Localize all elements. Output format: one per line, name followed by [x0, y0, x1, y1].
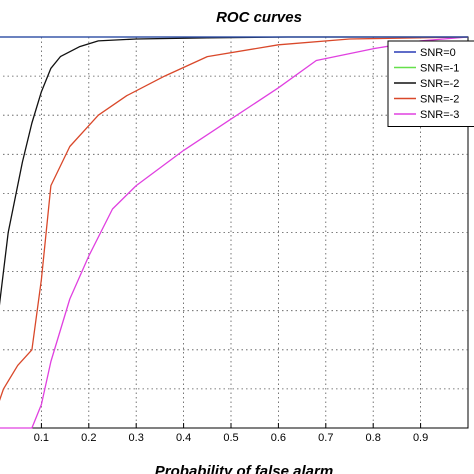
legend-entry-label: SNR=-2	[420, 94, 459, 106]
x-tick-label: 0.4	[176, 432, 191, 444]
x-tick-label: 0.7	[318, 432, 333, 444]
x-tick-label: 0.3	[129, 432, 144, 444]
legend-entry-label: SNR=-2	[420, 78, 459, 90]
x-tick-labels: 0.1 0.2 0.3 0.4 0.5 0.6 0.7 0.8 0.9	[34, 423, 428, 444]
legend-entry-label: SNR=-1	[420, 63, 459, 75]
series-layer	[0, 36, 469, 429]
x-tick-label: 0.5	[223, 432, 238, 444]
x-tick-label: 0.1	[34, 432, 49, 444]
chart-title: ROC curves	[216, 9, 302, 26]
x-tick-label: 0.9	[413, 432, 428, 444]
series-line	[0, 36, 468, 306]
legend-entry-label: SNR=0	[420, 47, 456, 59]
series-line	[0, 36, 469, 401]
legend-entry-label: SNR=-3	[420, 109, 459, 121]
legend: SNR=0 SNR=-1 SNR=-2 SNR=-2 SNR=-3	[387, 40, 474, 127]
series-line	[0, 36, 469, 429]
x-tick-label: 0.8	[366, 432, 381, 444]
x-axis-label: Probability of false alarm	[155, 463, 333, 474]
x-tick-label: 0.6	[271, 432, 286, 444]
x-tick-label: 0.2	[81, 432, 96, 444]
